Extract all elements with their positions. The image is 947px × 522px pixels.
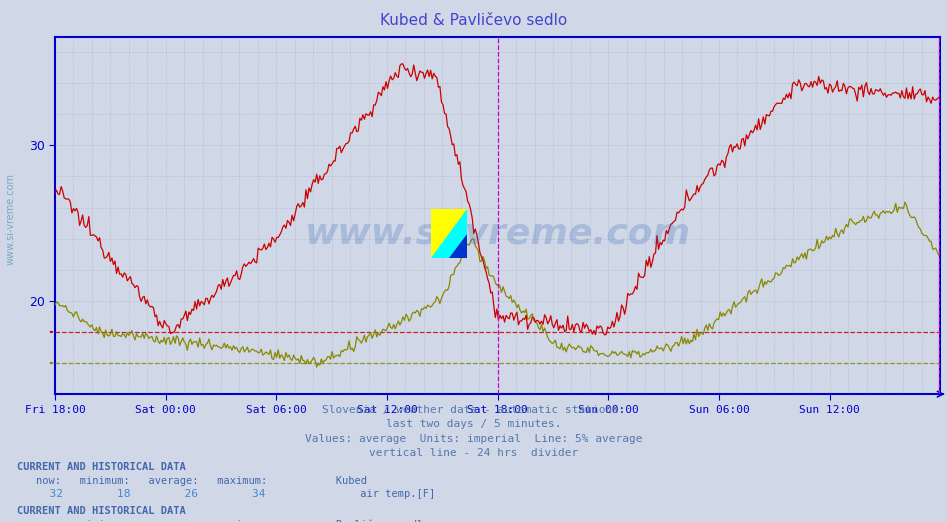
Text: air temp.[F]: air temp.[F] bbox=[354, 489, 436, 499]
Polygon shape bbox=[431, 209, 467, 258]
Text: 32        18        26        34: 32 18 26 34 bbox=[36, 489, 265, 499]
Text: now:   minimum:   average:   maximum:: now: minimum: average: maximum: bbox=[36, 520, 267, 522]
Polygon shape bbox=[431, 209, 467, 258]
Text: Slovenia / weather data - automatic stations.: Slovenia / weather data - automatic stat… bbox=[322, 405, 625, 414]
Polygon shape bbox=[449, 234, 467, 258]
Text: Pavličevo sedlo: Pavličevo sedlo bbox=[317, 520, 430, 522]
Text: last two days / 5 minutes.: last two days / 5 minutes. bbox=[385, 419, 562, 429]
Text: now:   minimum:   average:   maximum:: now: minimum: average: maximum: bbox=[36, 476, 267, 486]
Text: www.si-vreme.com: www.si-vreme.com bbox=[305, 216, 690, 250]
Text: Values: average  Units: imperial  Line: 5% average: Values: average Units: imperial Line: 5%… bbox=[305, 434, 642, 444]
Text: www.si-vreme.com: www.si-vreme.com bbox=[6, 173, 16, 265]
Text: Kubed & Pavličevo sedlo: Kubed & Pavličevo sedlo bbox=[380, 13, 567, 28]
Text: vertical line - 24 hrs  divider: vertical line - 24 hrs divider bbox=[369, 448, 578, 458]
Text: CURRENT AND HISTORICAL DATA: CURRENT AND HISTORICAL DATA bbox=[17, 462, 186, 472]
Text: Kubed: Kubed bbox=[317, 476, 367, 486]
Text: CURRENT AND HISTORICAL DATA: CURRENT AND HISTORICAL DATA bbox=[17, 506, 186, 516]
